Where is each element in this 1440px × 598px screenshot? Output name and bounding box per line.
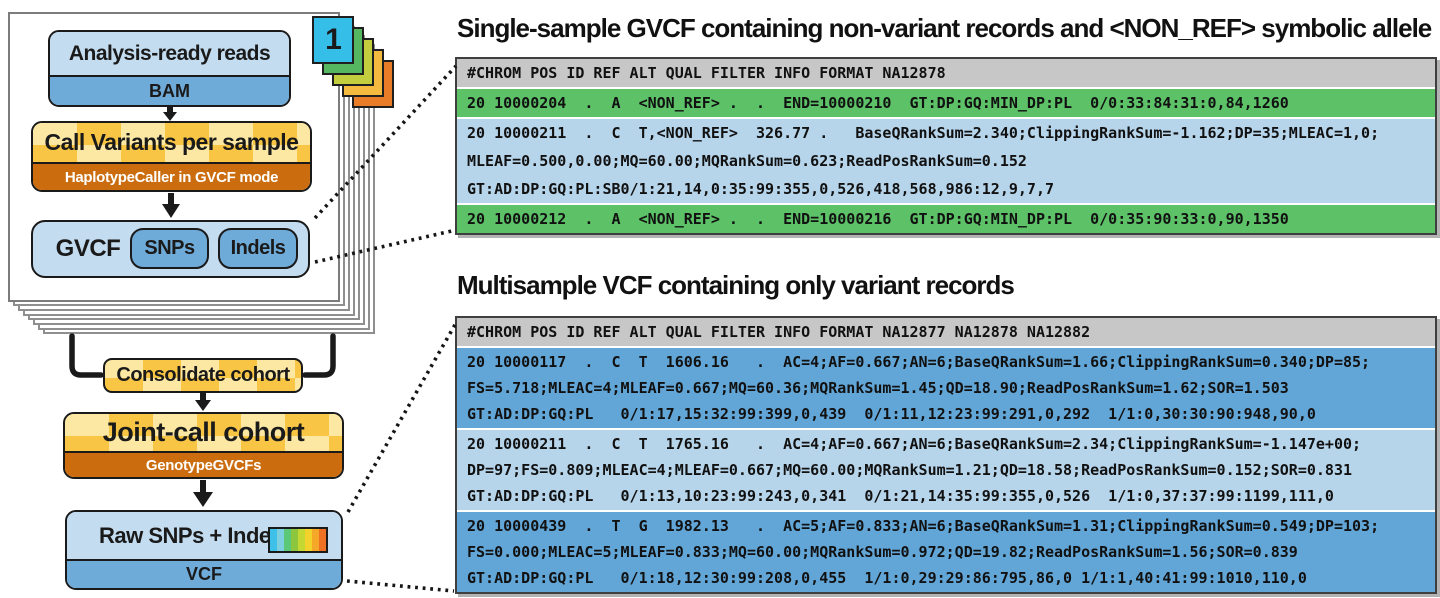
code-line: 20 10000439 . T G 1982.13 . AC=5;AF=0.83… xyxy=(467,517,1380,535)
code-line: 20 10000117 . C T 1606.16 . AC=4;AF=0.66… xyxy=(467,353,1371,371)
bam-format-band: BAM xyxy=(50,75,289,105)
code-line: FS=5.718;MLEAC=4;MLEAF=0.667;MQ=60.36;MQ… xyxy=(467,379,1289,397)
vcf-format-band: VCF xyxy=(67,559,341,588)
consolidate-cohort-box: Consolidate cohort xyxy=(103,358,303,393)
merge-bracket-left xyxy=(69,333,104,378)
code-header-row: #CHROM POS ID REF ALT QUAL FILTER INFO F… xyxy=(457,318,1435,346)
vcf-record-row: 20 10000439 . T G 1982.13 . AC=5;AF=0.83… xyxy=(457,510,1435,592)
call-variants-box: Call Variants per sample HaplotypeCaller… xyxy=(31,121,312,192)
flow-arrow-head xyxy=(193,492,213,507)
gvcf-record-row: 20 10000212 . A <NON_REF> . . END=100002… xyxy=(457,203,1435,233)
gvcf-label: GVCF xyxy=(55,235,121,262)
analysis-ready-reads-box: Analysis-ready reads BAM xyxy=(48,30,291,107)
snps-chip: SNPs xyxy=(130,228,209,269)
flow-arrow xyxy=(200,392,206,402)
sample-1-badge: 1 xyxy=(312,16,354,64)
joint-call-label: Joint-call cohort xyxy=(65,414,342,451)
flow-arrow xyxy=(200,480,206,494)
code-line: GT:AD:DP:GQ:PL:SB0/1:21,14,0:35:99:355,0… xyxy=(467,180,1054,198)
flow-arrow-head xyxy=(195,400,211,411)
indels-chip: Indels xyxy=(218,228,298,269)
code-line: GT:AD:DP:GQ:PL 0/1:13,10:23:99:243,0,341… xyxy=(467,487,1334,505)
code-header-row: #CHROM POS ID REF ALT QUAL FILTER INFO F… xyxy=(457,59,1435,87)
vcf-record-row: 20 10000117 . C T 1606.16 . AC=4;AF=0.66… xyxy=(457,346,1435,428)
code-line: FS=0.000;MLEAC=5;MLEAF=0.833;MQ=60.00;MQ… xyxy=(467,543,1298,561)
call-variants-label: Call Variants per sample xyxy=(33,123,310,162)
gvcf-record-row: 20 10000204 . A <NON_REF> . . END=100002… xyxy=(457,87,1435,117)
genotypegvcfs-tool-band: GenotypeGVCFs xyxy=(65,451,342,477)
haplotypecaller-tool-band: HaplotypeCaller in GVCF mode xyxy=(33,162,310,190)
merge-bracket-right xyxy=(302,333,336,378)
code-line: #CHROM POS ID REF ALT QUAL FILTER INFO F… xyxy=(467,64,946,82)
gvcf-record-row: 20 10000211 . C T,<NON_REF> 326.77 . Bas… xyxy=(457,117,1435,203)
gvcf-code-table: #CHROM POS ID REF ALT QUAL FILTER INFO F… xyxy=(455,57,1437,235)
code-line: 20 10000204 . A <NON_REF> . . END=100002… xyxy=(467,94,1289,112)
dotted-connector-vcf-bottom xyxy=(346,579,455,593)
gvcf-panel-title: Single-sample GVCF containing non-varian… xyxy=(457,13,1432,43)
vcf-record-row: 20 10000211 . C T 1765.16 . AC=4;AF=0.66… xyxy=(457,428,1435,510)
vcf-code-table: #CHROM POS ID REF ALT QUAL FILTER INFO F… xyxy=(455,316,1437,594)
code-line: 20 10000211 . C T 1765.16 . AC=4;AF=0.66… xyxy=(467,435,1362,453)
dotted-connector-vcf-top xyxy=(346,322,458,513)
spectrum-icon xyxy=(268,527,328,553)
vcf-panel-title: Multisample VCF containing only variant … xyxy=(457,270,1015,300)
code-line: MLEAF=0.500,0.00;MQ=60.00;MQRankSum=0.62… xyxy=(467,152,1027,170)
code-line: #CHROM POS ID REF ALT QUAL FILTER INFO F… xyxy=(467,323,1091,341)
code-line: 20 10000212 . A <NON_REF> . . END=100002… xyxy=(467,210,1289,228)
code-line: GT:AD:DP:GQ:PL 0/1:18,12:30:99:208,0,455… xyxy=(467,569,1307,587)
code-line: GT:AD:DP:GQ:PL 0/1:17,15:32:99:399,0,439… xyxy=(467,405,1316,423)
analysis-ready-reads-label: Analysis-ready reads xyxy=(50,32,289,75)
raw-snps-indels-box: Raw SNPs + Indels VCF xyxy=(65,510,343,590)
code-line: DP=97;FS=0.809;MLEAC=4;MLEAF=0.667;MQ=60… xyxy=(467,461,1353,479)
code-line: 20 10000211 . C T,<NON_REF> 326.77 . Bas… xyxy=(467,124,1380,142)
joint-call-cohort-box: Joint-call cohort GenotypeGVCFs xyxy=(63,412,344,479)
